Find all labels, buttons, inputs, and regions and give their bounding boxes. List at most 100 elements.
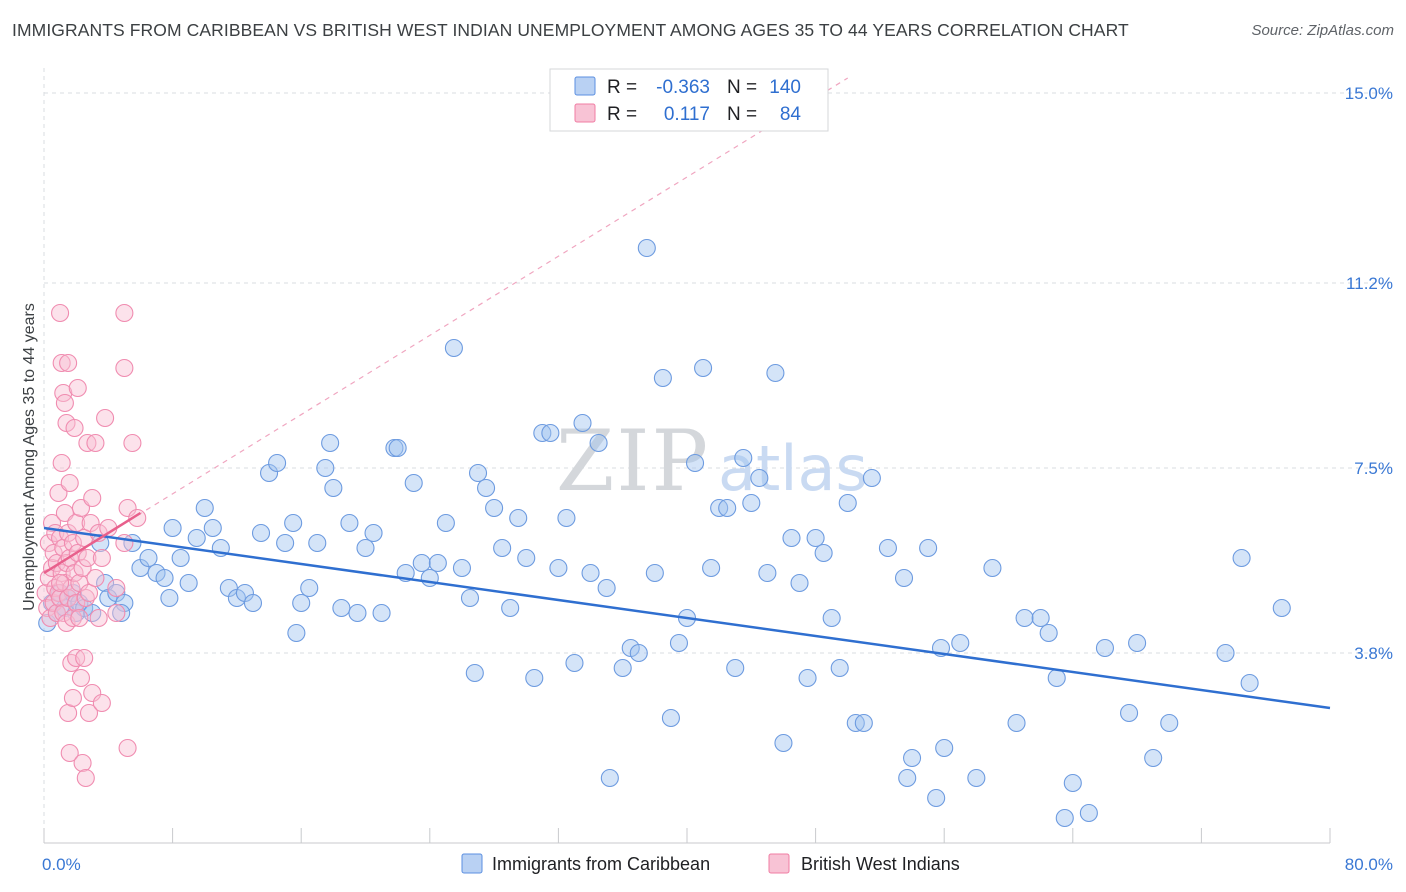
data-point-british-west-indian xyxy=(76,768,95,788)
data-point-british-west-indian xyxy=(42,513,62,533)
data-point-british-west-indian xyxy=(44,543,63,563)
data-point-caribbean xyxy=(967,768,986,788)
data-point-caribbean xyxy=(1272,598,1291,618)
data-point-caribbean xyxy=(316,458,335,478)
data-point-caribbean xyxy=(927,788,946,808)
data-point-caribbean xyxy=(685,453,705,473)
data-point-caribbean xyxy=(356,538,375,558)
legend-swatch-pink xyxy=(768,853,790,874)
watermark: ZIP atlas xyxy=(556,412,868,510)
y-tick-label: 11.2% xyxy=(1346,274,1393,293)
data-point-caribbean xyxy=(1079,803,1098,823)
data-point-british-west-indian xyxy=(75,648,94,668)
data-point-british-west-indian xyxy=(60,743,79,763)
y-tick-label: 3.8% xyxy=(1354,644,1393,663)
data-point-british-west-indian xyxy=(107,603,126,623)
data-point-caribbean xyxy=(589,433,608,453)
data-point-caribbean xyxy=(862,468,881,488)
pink-trend-dashed xyxy=(43,77,849,574)
stats-legend-n-label: N = xyxy=(727,77,757,98)
data-point-caribbean xyxy=(629,643,648,663)
stats-legend-n-value: 84 xyxy=(780,104,802,125)
data-point-british-west-indian xyxy=(59,353,78,373)
stats-legend-n-value: 140 xyxy=(769,77,801,98)
y-tick-label: 7.5% xyxy=(1354,459,1393,478)
data-point-caribbean xyxy=(613,658,632,678)
chart-title: IMMIGRANTS FROM CARIBBEAN VS BRITISH WES… xyxy=(12,20,1129,40)
data-point-caribbean xyxy=(251,523,271,543)
data-point-caribbean xyxy=(436,513,455,533)
legend-label-caribbean: Immigrants from Caribbean xyxy=(492,854,710,874)
data-point-caribbean xyxy=(838,493,857,513)
data-point-caribbean xyxy=(493,538,512,558)
data-point-british-west-indian xyxy=(78,548,97,568)
data-point-caribbean xyxy=(452,558,472,578)
data-point-caribbean xyxy=(983,558,1002,578)
stats-legend-n-label: N = xyxy=(727,104,757,125)
data-point-caribbean xyxy=(798,668,817,688)
chart-source: Source: ZipAtlas.com xyxy=(1251,22,1394,39)
data-point-caribbean xyxy=(163,518,182,538)
data-point-british-west-indian xyxy=(39,533,58,553)
data-point-caribbean xyxy=(902,748,922,768)
data-point-british-west-indian xyxy=(76,588,95,608)
data-point-caribbean xyxy=(155,568,174,588)
data-point-british-west-indian xyxy=(79,703,99,723)
data-point-british-west-indian xyxy=(89,608,108,628)
data-point-caribbean xyxy=(171,548,190,568)
blue-trend-line xyxy=(43,526,1331,710)
data-point-caribbean xyxy=(324,478,343,498)
data-point-british-west-indian xyxy=(49,483,68,503)
data-point-caribbean xyxy=(581,563,600,583)
data-point-british-west-indian xyxy=(63,608,82,628)
data-point-caribbean xyxy=(557,508,576,528)
data-point-caribbean xyxy=(517,548,536,568)
data-point-caribbean xyxy=(750,468,769,488)
data-point-caribbean xyxy=(287,623,306,643)
stats-legend-box xyxy=(549,68,829,132)
data-point-caribbean xyxy=(388,438,407,458)
data-point-caribbean xyxy=(878,538,897,558)
watermark-atlas: atlas xyxy=(718,432,868,505)
series-legend: Immigrants from Caribbean British West I… xyxy=(461,853,960,874)
data-point-caribbean xyxy=(444,338,463,358)
data-point-caribbean xyxy=(600,768,619,788)
data-point-caribbean xyxy=(348,603,367,623)
data-point-caribbean xyxy=(1232,548,1251,568)
data-point-caribbean xyxy=(1047,668,1066,688)
trend-lines xyxy=(43,511,1331,710)
data-point-british-west-indian xyxy=(55,393,74,413)
data-point-caribbean xyxy=(187,528,206,548)
data-point-caribbean xyxy=(541,423,560,443)
data-point-caribbean xyxy=(830,658,849,678)
stats-legend-r-label: R = xyxy=(607,77,637,98)
data-point-caribbean xyxy=(694,358,713,378)
data-point-british-west-indian xyxy=(86,433,105,453)
data-point-caribbean xyxy=(460,588,480,608)
data-point-british-west-indian xyxy=(70,608,89,628)
data-point-caribbean xyxy=(160,588,179,608)
data-point-caribbean xyxy=(1095,638,1114,658)
data-point-british-west-indian xyxy=(92,693,111,713)
data-point-caribbean xyxy=(935,738,954,758)
data-point-caribbean xyxy=(597,578,616,598)
data-point-caribbean xyxy=(702,558,721,578)
stats-legend-blue-swatch xyxy=(574,76,596,96)
data-point-caribbean xyxy=(276,533,295,553)
data-point-caribbean xyxy=(894,568,914,588)
data-point-caribbean xyxy=(308,533,327,553)
data-point-caribbean xyxy=(1055,808,1074,828)
data-point-caribbean xyxy=(179,573,198,593)
data-point-british-west-indian xyxy=(96,408,115,428)
data-point-british-west-indian xyxy=(70,573,89,593)
data-point-caribbean xyxy=(661,708,680,728)
data-point-british-west-indian xyxy=(71,498,91,518)
data-point-british-west-indian xyxy=(67,593,86,613)
stats-legend-r-value: 0.117 xyxy=(664,104,710,125)
data-point-british-west-indian xyxy=(79,583,99,603)
pink-trend-extension xyxy=(43,77,849,574)
data-point-caribbean xyxy=(919,538,938,558)
data-point-caribbean xyxy=(573,413,592,433)
data-point-caribbean xyxy=(1007,713,1026,733)
